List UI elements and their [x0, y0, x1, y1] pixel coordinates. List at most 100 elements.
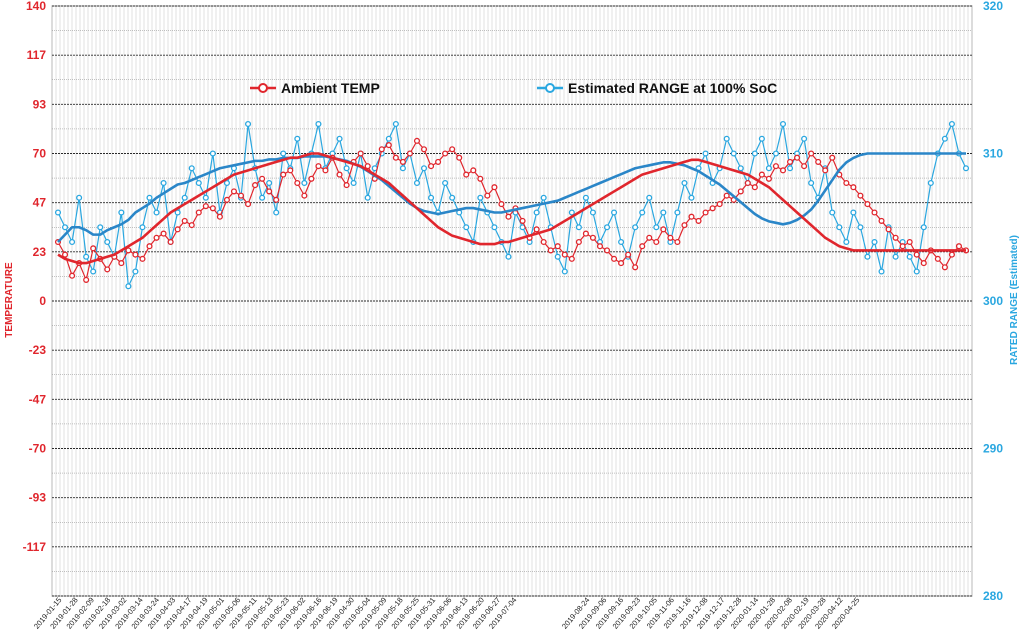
data-point	[104, 238, 111, 246]
data-point	[632, 224, 639, 231]
data-point	[442, 150, 449, 157]
data-point	[315, 120, 322, 128]
data-point	[244, 201, 252, 208]
data-point	[188, 222, 195, 229]
data-point	[223, 196, 230, 203]
data-point	[533, 209, 540, 216]
data-point	[287, 167, 294, 174]
data-point	[244, 120, 252, 128]
data-point	[350, 179, 357, 187]
data-point	[611, 209, 618, 216]
left-tick-label: 0	[39, 294, 46, 308]
grid-lines	[51, 5, 973, 597]
data-point	[216, 213, 223, 220]
data-point	[202, 203, 209, 210]
data-point	[765, 165, 772, 172]
data-point	[343, 182, 350, 189]
data-point	[392, 154, 399, 161]
series-layer	[54, 120, 970, 290]
data-point	[118, 209, 125, 216]
data-point	[927, 179, 934, 187]
left-tick-label: 93	[33, 97, 47, 111]
data-point	[632, 264, 639, 271]
data-point	[596, 243, 604, 250]
data-point	[843, 179, 850, 187]
data-point	[230, 188, 238, 195]
data-point	[364, 194, 371, 201]
data-point	[906, 238, 913, 246]
data-point	[294, 179, 301, 187]
data-point	[181, 217, 188, 224]
data-point	[878, 268, 885, 275]
data-point	[188, 165, 195, 172]
data-point	[758, 135, 765, 142]
data-point	[857, 192, 864, 199]
data-point	[463, 224, 470, 231]
data-point	[822, 167, 829, 174]
data-point	[646, 234, 653, 241]
data-point	[322, 167, 329, 174]
legend-marker-range	[545, 83, 555, 93]
data-point	[167, 238, 174, 246]
data-point	[420, 146, 428, 153]
data-point	[146, 243, 153, 250]
data-point	[174, 226, 181, 233]
data-point	[646, 194, 653, 201]
data-point	[702, 150, 709, 157]
series-ambient-temp-trend-	[57, 152, 966, 265]
data-point	[336, 171, 343, 178]
data-point	[259, 194, 266, 201]
data-point	[301, 192, 308, 199]
right-tick-label: 280	[983, 589, 1003, 603]
data-point	[892, 234, 899, 241]
data-point	[364, 163, 371, 170]
data-point	[343, 165, 350, 172]
data-point	[547, 247, 554, 254]
data-point	[751, 150, 758, 157]
data-point	[146, 194, 153, 201]
data-point	[772, 163, 780, 170]
data-point	[582, 230, 589, 237]
data-point	[864, 253, 871, 260]
data-point	[653, 224, 660, 231]
data-point	[336, 135, 343, 142]
data-point	[681, 179, 688, 187]
data-point	[955, 243, 963, 250]
data-point	[751, 184, 758, 191]
left-axis-ticks: 140 117 93 70 47 23 0 -23 -47 -70 -93 -117	[23, 0, 47, 554]
data-point	[385, 142, 392, 149]
right-tick-label: 310	[983, 147, 1003, 161]
data-point	[420, 165, 428, 172]
data-point	[618, 260, 625, 267]
data-point	[906, 253, 913, 260]
data-point	[118, 260, 125, 267]
legend-marker-temp	[258, 83, 268, 93]
left-tick-label: -47	[29, 392, 47, 406]
data-point	[505, 253, 512, 260]
data-point	[829, 209, 836, 216]
data-point	[920, 260, 927, 267]
right-axis-ticks: 320 310 300 290 280	[983, 0, 1003, 603]
data-point	[195, 209, 202, 216]
left-tick-label: -70	[29, 442, 47, 456]
data-point	[378, 146, 385, 153]
data-point	[69, 238, 76, 246]
data-point	[273, 209, 280, 216]
data-point	[97, 224, 104, 231]
data-point	[435, 158, 442, 165]
data-point	[702, 209, 709, 216]
data-point	[899, 243, 906, 250]
data-point	[801, 163, 808, 170]
data-point	[413, 137, 421, 144]
data-point	[69, 272, 76, 279]
left-axis-title: TEMPERATURE	[4, 262, 15, 338]
data-point	[589, 234, 596, 241]
data-point	[209, 205, 216, 212]
data-point	[561, 251, 568, 258]
data-point	[477, 175, 484, 182]
data-point	[948, 120, 955, 128]
data-point	[308, 175, 315, 182]
data-point	[449, 194, 456, 201]
data-point	[83, 253, 90, 260]
